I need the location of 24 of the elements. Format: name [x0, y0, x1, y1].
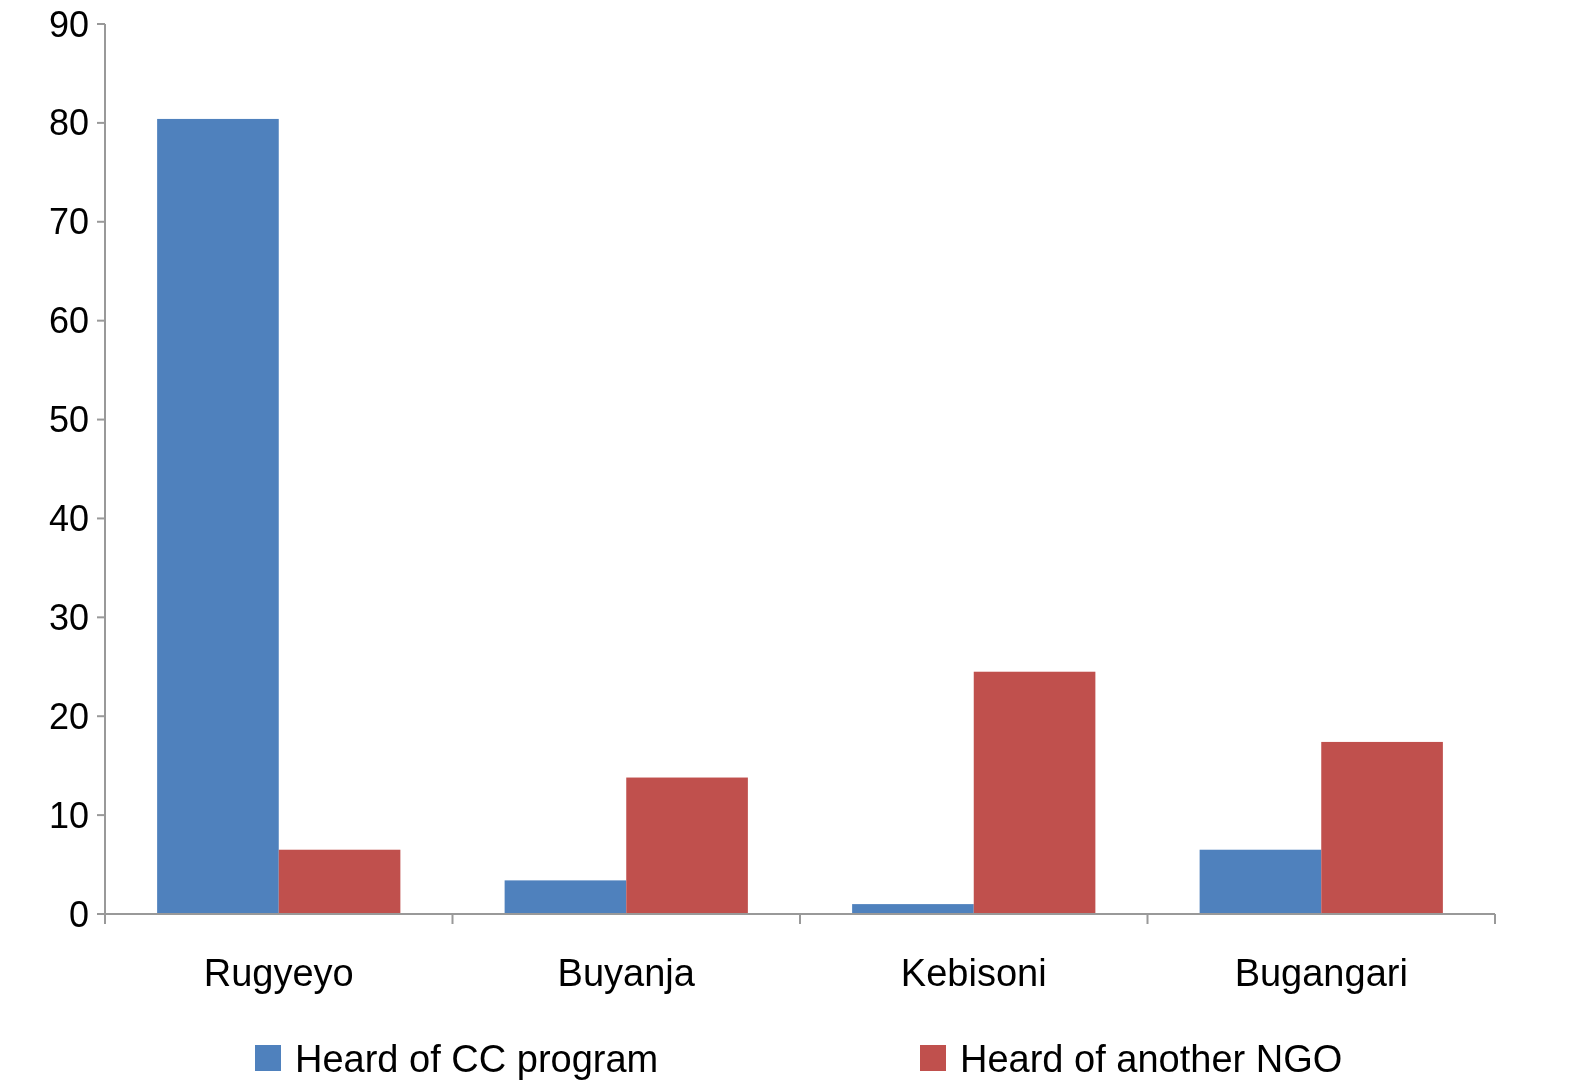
- y-tick-label: 40: [48, 498, 89, 540]
- legend-label: Heard of another NGO: [960, 1038, 1343, 1081]
- y-tick-label: 70: [48, 201, 89, 243]
- bar: [278, 849, 401, 914]
- y-tick-label: 60: [48, 300, 89, 342]
- bar: [852, 904, 974, 914]
- y-tick-label: 90: [48, 3, 89, 45]
- y-tick-label: 30: [48, 596, 89, 638]
- bar: [1321, 741, 1443, 914]
- y-tick-label: 0: [68, 893, 89, 935]
- y-tick-label: 10: [48, 794, 89, 836]
- bar: [504, 880, 627, 914]
- legend-label: Heard of CC program: [295, 1038, 659, 1081]
- bar: [1199, 849, 1322, 914]
- x-tick-label: Rugyeyo: [203, 952, 354, 994]
- bar: [973, 671, 1096, 914]
- y-tick-label: 50: [48, 399, 89, 441]
- x-tick-label: Buyanja: [557, 952, 696, 994]
- y-tick-label: 20: [48, 695, 89, 737]
- x-tick-label: Kebisoni: [900, 952, 1047, 994]
- bar: [626, 777, 748, 914]
- y-tick-label: 80: [48, 102, 89, 144]
- x-tick-label: Bugangari: [1234, 952, 1408, 994]
- bar: [157, 118, 279, 914]
